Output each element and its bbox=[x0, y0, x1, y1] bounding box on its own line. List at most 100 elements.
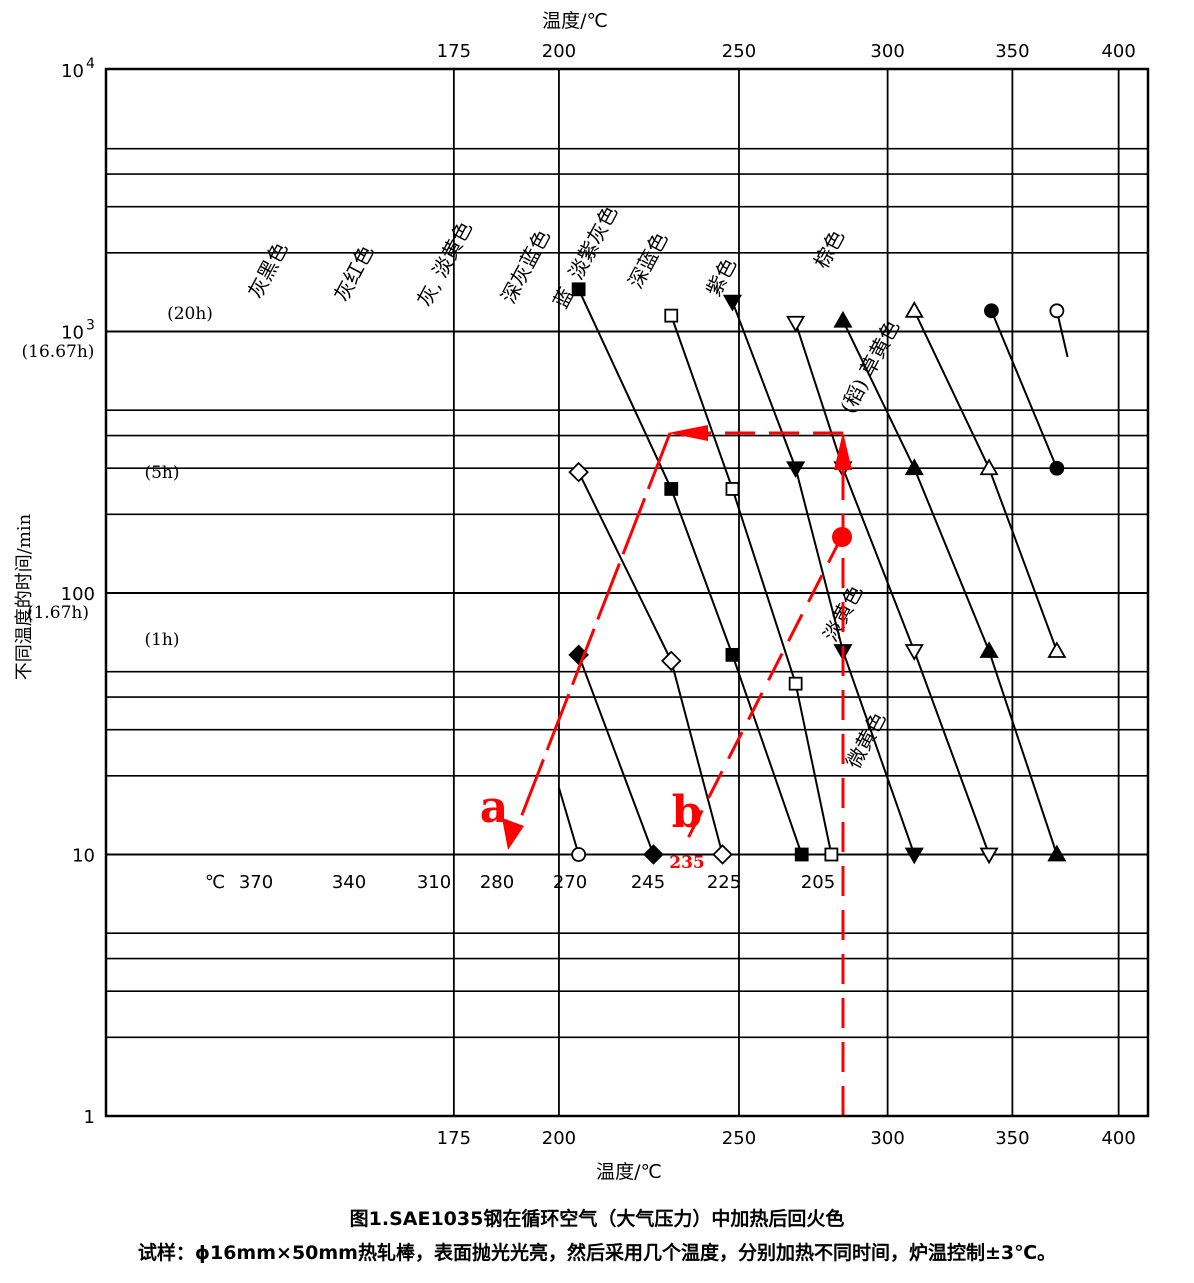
start-temp-label: 205 bbox=[801, 872, 835, 893]
series-line bbox=[670, 315, 833, 855]
y-axis-label-text: 不同温度的时间/min bbox=[14, 513, 35, 680]
x-axis-label-bottom: 温度/℃ bbox=[596, 1161, 662, 1183]
red-arrow-a bbox=[502, 818, 524, 850]
red-diagonal-b bbox=[681, 535, 844, 849]
x-axis-label-top: 温度/℃ bbox=[542, 10, 608, 32]
start-temp-label: 340 bbox=[332, 872, 366, 893]
time-label: (20h) bbox=[167, 304, 213, 324]
color-name-label: 灰红色 bbox=[329, 241, 378, 305]
color-name-label: 棕色 bbox=[809, 226, 849, 273]
start-temp-label: 310 bbox=[417, 872, 451, 893]
marker-square-filled bbox=[571, 282, 586, 297]
marker-square-filled bbox=[725, 647, 740, 662]
y-axis-label: 不同温度的时间/min bbox=[14, 513, 35, 680]
x-tick-bottom-400: 400 bbox=[1101, 1128, 1135, 1149]
red-annotation-layer: a b 235 bbox=[480, 425, 852, 1116]
start-temp-label: 225 bbox=[707, 872, 741, 893]
red-diagonal-a bbox=[518, 432, 672, 821]
series-line bbox=[577, 288, 803, 855]
marker-triangle-up-filled bbox=[833, 310, 853, 328]
marker-triangle-down-filled bbox=[786, 461, 806, 479]
marker-triangle-down-open bbox=[979, 847, 999, 865]
marker-diamond-open bbox=[568, 461, 589, 483]
red-arrow-up bbox=[834, 432, 852, 470]
marker-diamond-open bbox=[712, 844, 733, 865]
marker-circle-filled bbox=[1049, 460, 1065, 476]
unit-label: ℃ bbox=[205, 872, 225, 893]
x-tick-top-175: 175 bbox=[437, 41, 471, 62]
color-name-label: 深灰蓝色 bbox=[496, 225, 555, 307]
series-4: 蓝, 淡紫灰色 bbox=[548, 202, 999, 865]
time-label: (1h) bbox=[144, 630, 179, 650]
color-name-label: 微黄色 bbox=[841, 708, 890, 772]
x-tick-top-250: 250 bbox=[722, 41, 756, 62]
time-label: (5h) bbox=[144, 463, 179, 483]
y-tick-1000: 10 bbox=[61, 323, 84, 344]
x-tick-bottom-300: 300 bbox=[870, 1128, 904, 1149]
marker-square-filled bbox=[794, 847, 809, 862]
marker-triangle-down-filled bbox=[722, 294, 742, 312]
color-name-label: 深蓝色 bbox=[623, 228, 672, 292]
series-10: 微黄色 bbox=[557, 708, 891, 862]
series-line bbox=[577, 654, 655, 855]
marker-triangle-up-filled bbox=[1047, 844, 1067, 862]
marker-triangle-down-filled bbox=[904, 847, 924, 865]
marker-square-open bbox=[664, 308, 679, 323]
marker-triangle-up-open bbox=[904, 300, 924, 318]
series-line bbox=[842, 320, 1058, 855]
marker-triangle-down-open bbox=[786, 315, 806, 333]
time-labels: (20h) (16.67h) (5h) (1.67h) (1h) bbox=[22, 304, 213, 650]
marker-square-filled bbox=[664, 482, 679, 496]
red-dot bbox=[832, 527, 852, 547]
x-tick-bottom-250: 250 bbox=[722, 1128, 756, 1149]
plot-frame bbox=[104, 67, 1150, 1118]
series-9: 淡黄色 bbox=[568, 581, 868, 865]
y-tick-exp-10000: 4 bbox=[86, 56, 95, 72]
y-tick-10: 10 bbox=[72, 846, 95, 867]
start-temp-label: 280 bbox=[480, 872, 514, 893]
marker-square-open bbox=[788, 676, 803, 691]
series-line bbox=[990, 310, 1058, 469]
marker-circle-open bbox=[1049, 303, 1065, 319]
annotation-b: b bbox=[672, 787, 703, 838]
start-temp-label: 245 bbox=[631, 872, 665, 893]
marker-triangle-up-open bbox=[1047, 641, 1067, 658]
marker-triangle-up-filled bbox=[979, 641, 999, 658]
y-tick-exp-1000: 3 bbox=[86, 318, 95, 334]
y-tick-10000: 10 bbox=[61, 61, 84, 82]
color-name-label: 灰黑色 bbox=[243, 238, 292, 302]
figure-title: 图1.SAE1035钢在循环空气（大气压力）中加热后回火色 bbox=[349, 1208, 845, 1230]
x-tick-top-350: 350 bbox=[995, 41, 1029, 62]
x-tick-top-300: 300 bbox=[870, 41, 904, 62]
marker-square-open bbox=[725, 482, 740, 496]
marker-square-open bbox=[824, 847, 839, 862]
x-tick-bottom-350: 350 bbox=[995, 1128, 1029, 1149]
series-line bbox=[794, 322, 990, 855]
y-tick-1: 1 bbox=[84, 1107, 95, 1128]
marker-diamond-open bbox=[660, 650, 682, 672]
x-tick-bottom-200: 200 bbox=[542, 1128, 576, 1149]
start-temp-label: 270 bbox=[553, 872, 587, 893]
marker-triangle-down-open bbox=[904, 644, 924, 661]
series-6: 紫色 bbox=[664, 254, 839, 862]
marker-triangle-up-filled bbox=[904, 458, 924, 476]
series-line bbox=[1055, 310, 1069, 358]
series-3: 深灰蓝色 bbox=[496, 225, 1067, 862]
start-temp-label: 370 bbox=[239, 872, 273, 893]
y-tick-100: 100 bbox=[61, 584, 95, 605]
color-name-label: 灰, 淡黄色 bbox=[412, 217, 477, 310]
series-line bbox=[913, 310, 1058, 652]
annotation-235: 235 bbox=[669, 853, 705, 873]
marker-diamond-filled bbox=[643, 844, 664, 865]
marker-circle-open bbox=[571, 847, 587, 862]
time-label: (16.67h) bbox=[22, 342, 95, 362]
marker-triangle-up-open bbox=[979, 458, 999, 476]
series-line bbox=[731, 301, 916, 855]
series-line bbox=[557, 787, 580, 855]
color-name-label: 紫色 bbox=[701, 254, 741, 301]
marker-circle-filled bbox=[984, 303, 999, 319]
x-tick-bottom-175: 175 bbox=[437, 1128, 471, 1149]
red-arrow-left bbox=[668, 425, 708, 441]
